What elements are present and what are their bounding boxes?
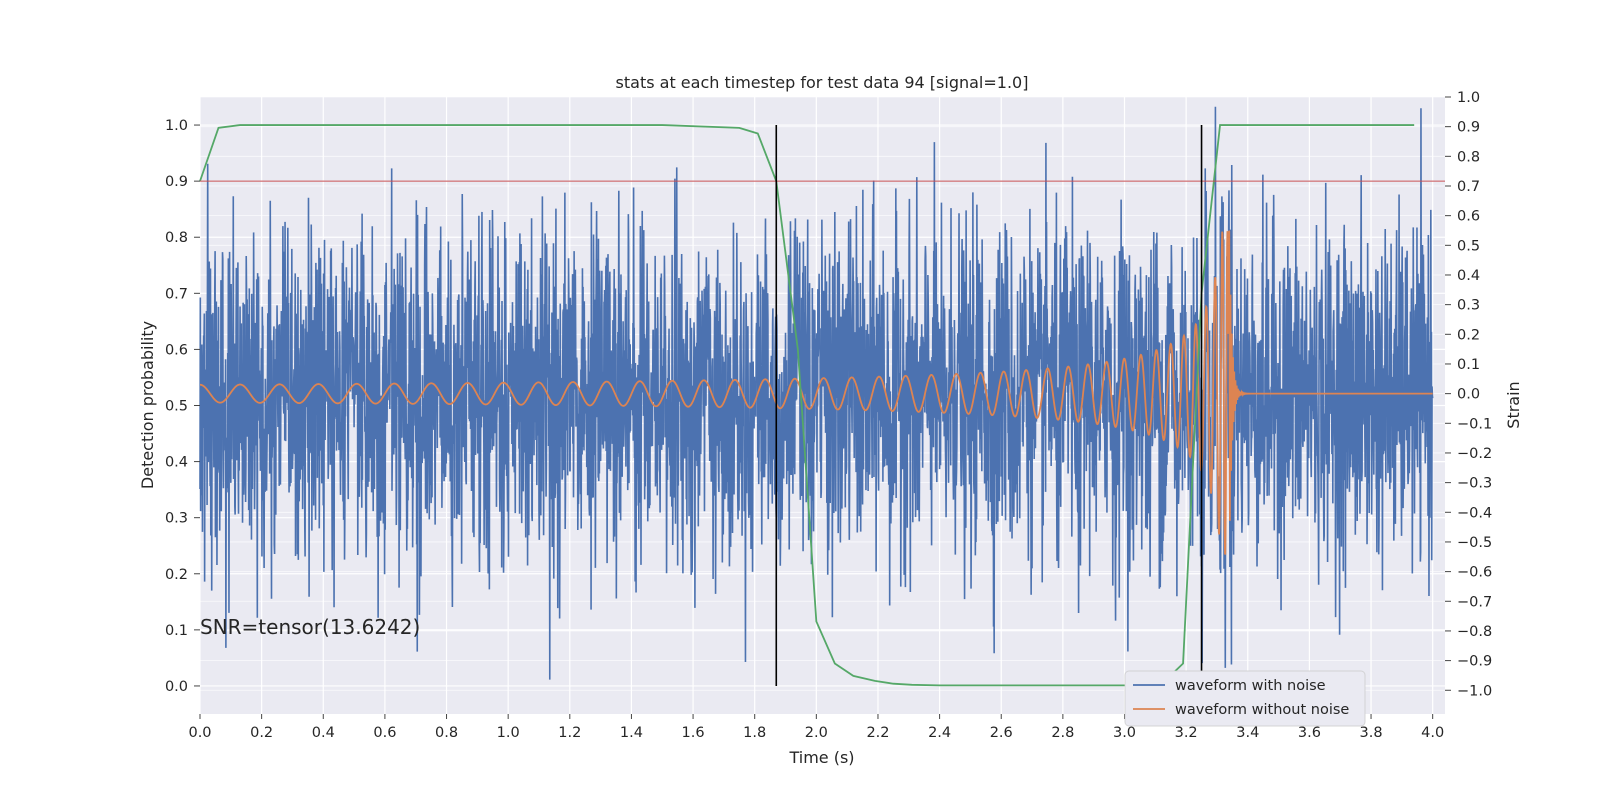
y-tick-label: 0.9 <box>165 174 188 190</box>
x-tick-label: 4.0 <box>1421 725 1444 741</box>
y2-axis-ticks: −1.0 −0.9 −0.8 −0.7 −0.6 −0.5 −0.4 −0.3 −0.2 −0.1… <box>1445 90 1492 699</box>
x-tick-label: 1.6 <box>682 725 705 741</box>
y2-tick-label: −0.7 <box>1457 594 1492 610</box>
y-tick-label: 0.5 <box>165 399 188 415</box>
x-tick-label: 1.0 <box>497 725 520 741</box>
y2-tick-label: 0.2 <box>1457 327 1480 343</box>
clean-waveform-series <box>200 230 1433 555</box>
chart-title: stats at each timestep for test data 94 … <box>616 73 1029 92</box>
y2-tick-label: −0.1 <box>1457 416 1492 432</box>
detection-probability-series <box>199 124 1415 687</box>
y2-tick-label: 0.8 <box>1457 149 1480 165</box>
x-tick-label: 2.6 <box>990 725 1013 741</box>
y2-tick-label: 0.7 <box>1457 179 1480 195</box>
x-tick-label: 1.4 <box>620 725 643 741</box>
y2-tick-label: −0.9 <box>1457 654 1492 670</box>
x-tick-label: 1.8 <box>743 725 766 741</box>
y2-tick-label: −0.2 <box>1457 446 1492 462</box>
x-tick-label: 3.6 <box>1298 725 1321 741</box>
y-tick-label: 1.0 <box>165 118 188 134</box>
x-tick-label: 0.6 <box>373 725 396 741</box>
y2-tick-label: 0.1 <box>1457 357 1480 373</box>
y2-tick-label: −0.4 <box>1457 505 1492 521</box>
y-axis-label: Detection probability <box>138 321 157 489</box>
legend-label-noisy: waveform with noise <box>1175 678 1326 694</box>
x-tick-label: 1.2 <box>558 725 581 741</box>
x-axis-label: Time (s) <box>788 748 854 767</box>
snr-annotation: SNR=tensor(13.6242) <box>200 615 420 639</box>
y-tick-label: 0.1 <box>165 623 188 639</box>
legend-label-clean: waveform without noise <box>1175 702 1349 718</box>
x-tick-label: 3.4 <box>1236 725 1259 741</box>
legend: waveform with noise waveform without noi… <box>1124 670 1366 727</box>
y2-tick-label: 0.0 <box>1457 387 1480 403</box>
y2-tick-label: −1.0 <box>1457 683 1492 699</box>
x-tick-label: 3.2 <box>1175 725 1198 741</box>
y2-tick-label: 0.6 <box>1457 209 1480 225</box>
y2-tick-label: 0.3 <box>1457 298 1480 314</box>
y2-tick-label: 0.5 <box>1457 238 1480 254</box>
y-axis-ticks: 0.0 0.1 0.2 0.3 0.4 0.5 0.6 0.7 0.8 0.9 1.0 <box>165 118 200 695</box>
y-tick-label: 0.0 <box>165 679 188 695</box>
y2-tick-label: 0.9 <box>1457 120 1480 136</box>
x-tick-label: 2.2 <box>866 725 889 741</box>
y2-tick-label: −0.3 <box>1457 476 1492 492</box>
legend-box <box>1124 670 1366 727</box>
x-tick-label: 0.2 <box>250 725 273 741</box>
x-tick-label: 2.4 <box>928 725 951 741</box>
y2-tick-label: −0.5 <box>1457 535 1492 551</box>
x-tick-label: 2.0 <box>805 725 828 741</box>
trigger-lines <box>775 125 1203 686</box>
y-tick-label: 0.2 <box>165 567 188 583</box>
x-tick-label: 3.0 <box>1113 725 1136 741</box>
y2-tick-label: −0.6 <box>1457 565 1492 581</box>
x-tick-label: 0.0 <box>188 725 211 741</box>
detection-probability-line <box>199 124 1415 687</box>
y2-tick-label: 1.0 <box>1457 90 1480 106</box>
clean-waveform-line <box>200 230 1433 555</box>
y-tick-label: 0.3 <box>165 511 188 527</box>
y2-tick-label: 0.4 <box>1457 268 1480 284</box>
y-tick-label: 0.6 <box>165 342 188 358</box>
y2-tick-label: −0.8 <box>1457 624 1492 640</box>
x-tick-label: 0.4 <box>312 725 335 741</box>
x-tick-label: 0.8 <box>435 725 458 741</box>
x-tick-label: 2.8 <box>1051 725 1074 741</box>
y-tick-label: 0.8 <box>165 230 188 246</box>
y-tick-label: 0.4 <box>165 455 188 471</box>
y2-axis-label: Strain <box>1504 381 1523 428</box>
x-axis-ticks: 0.0 0.2 0.4 0.6 0.8 1.0 1.2 1.4 1.6 1.8 2.0 2.2 2.4 2… <box>188 714 1444 741</box>
x-tick-label: 3.8 <box>1360 725 1383 741</box>
y-tick-label: 0.7 <box>165 286 188 302</box>
